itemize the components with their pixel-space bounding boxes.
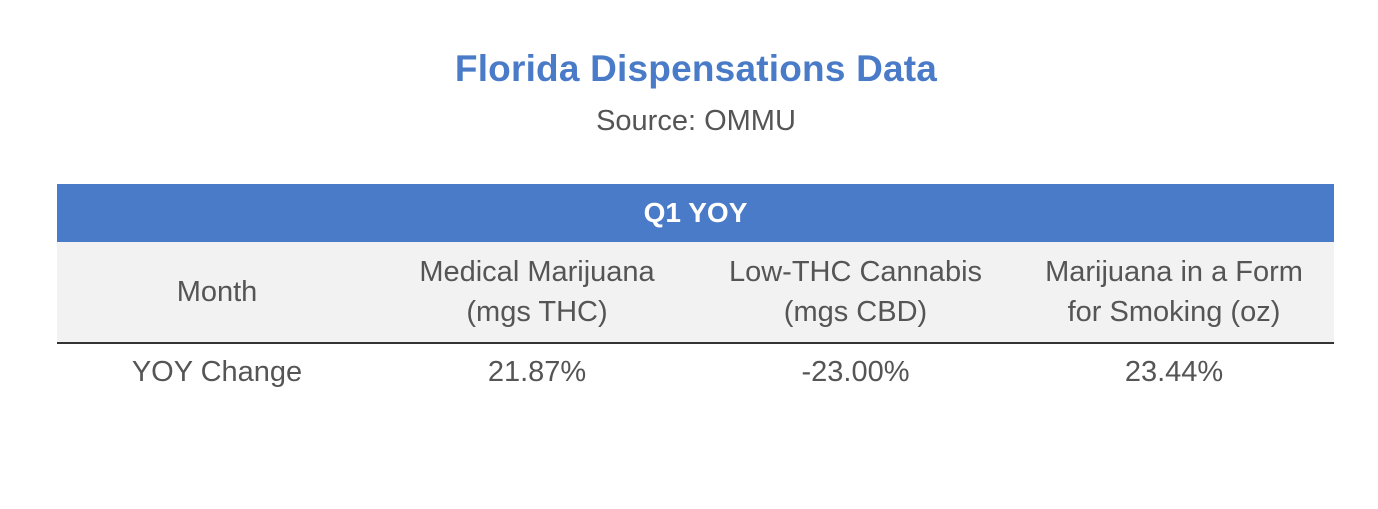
column-header-label: Month bbox=[176, 276, 258, 308]
column-header-label: Marijuana in a Form for Smoking (oz) bbox=[1045, 256, 1303, 328]
table-header-row: Month Medical Marijuana (mgs THC) Low-TH… bbox=[57, 242, 1334, 344]
column-header: Month bbox=[57, 242, 377, 342]
column-header-label: Medical Marijuana (mgs THC) bbox=[419, 256, 655, 328]
table-cell: 23.44% bbox=[1124, 356, 1224, 388]
table-cell: YOY Change bbox=[131, 356, 303, 388]
group-header-label: Q1 YOY bbox=[643, 197, 748, 228]
column-header: Marijuana in a Form for Smoking (oz) bbox=[1014, 242, 1334, 342]
table-row: YOY Change 21.87% -23.00% 23.44% bbox=[57, 344, 1334, 400]
table-cell: 21.87% bbox=[487, 356, 587, 388]
chart-title: Florida Dispensations Data bbox=[454, 48, 938, 89]
column-header: Low-THC Cannabis (mgs CBD) bbox=[697, 242, 1014, 342]
table-group-header: Q1 YOY bbox=[57, 184, 1334, 242]
data-table: Q1 YOY Month Medical Marijuana (mgs THC)… bbox=[57, 184, 1334, 400]
column-header-label: Low-THC Cannabis (mgs CBD) bbox=[728, 256, 983, 328]
chart-subtitle: Source: OMMU bbox=[596, 105, 796, 137]
column-header: Medical Marijuana (mgs THC) bbox=[377, 242, 697, 342]
table-cell: -23.00% bbox=[801, 356, 910, 388]
